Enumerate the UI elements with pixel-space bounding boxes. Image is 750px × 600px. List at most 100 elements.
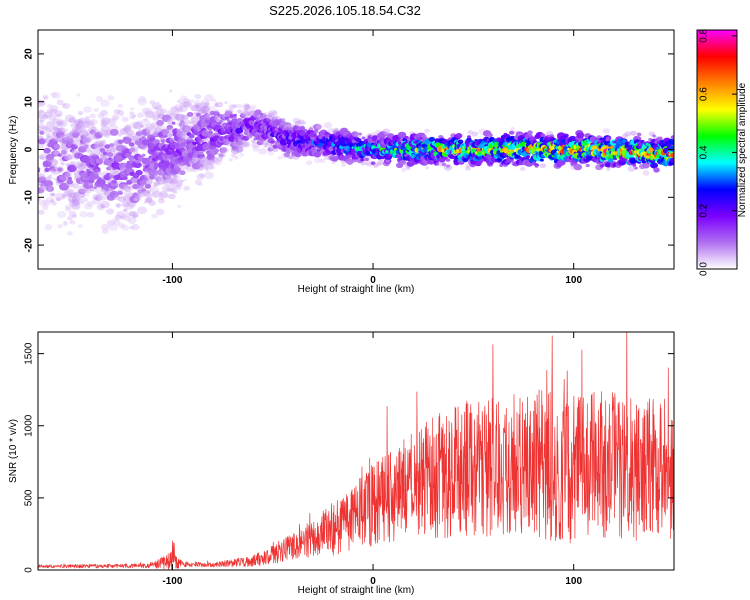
spectrogram-cell [465,163,471,168]
spectrogram-cell [180,179,184,183]
spectrogram-cell [143,118,148,122]
spectrogram-cell [90,118,98,125]
spectrogram-cell [520,166,526,172]
spectrogram-cell [166,110,174,116]
spectrogram-cell [281,118,286,122]
spectrogram-cell [256,112,261,116]
spectrogram-cell [194,93,202,100]
spectrogram-cell [59,146,69,154]
spectrogram-cell [163,178,174,187]
spectrogram-cell [422,152,427,156]
spectrogram-cell [358,132,363,136]
spectrogram-cell [67,176,73,181]
spectrogram-cell [133,121,143,130]
spectrogram-cell [91,126,97,131]
spectrogram-cell [111,179,117,184]
spectrogram-cell [116,211,125,218]
spectrogram-cell [84,118,93,126]
spectrogram-cell [61,193,67,198]
spectrogram-cell [46,120,55,128]
spectrogram-cell [578,132,585,137]
snr-y-tick-label: 1500 [24,342,35,365]
spectrogram-cell [258,148,268,155]
spectrogram-marks [38,89,674,236]
spectrogram-cell [146,196,153,201]
spectrogram-cell [141,136,146,140]
spectrogram-cell [48,174,53,178]
spectrogram-cell [42,125,49,130]
spectrogram-cell [228,109,234,114]
spectrogram-cell [266,111,275,117]
spectrogram-cell [180,120,185,124]
spectrogram-cell [154,162,160,167]
spectrogram-cell [146,180,151,184]
spectrogram-cell [132,213,139,218]
spectrogram-cell [120,215,127,220]
spectrogram-cell [217,151,227,159]
spectrogram-cell [165,188,171,193]
spectrogram-cell [92,197,102,205]
spectrogram-cell [144,123,155,131]
spectrogram-cell [114,214,122,220]
spectrogram-cell [77,224,83,229]
spectrogram-cell [89,129,96,135]
spectrogram-cell [138,185,143,189]
spectrogram-cell [65,132,75,140]
spectrogram-cell [92,168,102,176]
spectrogram-cell [471,131,479,137]
spectrogram-x-tick-label: 0 [370,275,376,286]
spectrogram-cell [93,141,99,146]
spectrogram-cell [198,151,204,156]
spectrogram-cell [38,153,48,161]
spectrogram-cell [75,120,85,128]
spectrogram-cell [85,147,92,153]
spectrogram-cell [197,153,205,159]
spectrogram-cell [135,131,143,137]
snr-y-tick-label: 0 [24,567,35,573]
spectrogram-cell [64,154,72,161]
spectrogram-cell [308,127,314,131]
spectrogram-cell [70,144,78,150]
spectrogram-cell [96,203,106,211]
spectrogram-cell [143,200,148,204]
snr-y-tick-label: 1000 [24,414,35,437]
spectrogram-cell [255,116,261,121]
spectrogram-cell [67,216,73,221]
spectrogram-cell [63,189,73,197]
spectrogram-cell [148,200,156,206]
spectrogram-cell [63,220,68,224]
spectrogram-cell [334,127,339,131]
spectrogram-cell [272,114,279,120]
spectrogram-cell [98,129,107,136]
spectrogram-cell [210,116,219,123]
colorbar-tick-label: 0.0 [699,262,710,276]
spectrogram-cell [38,171,41,177]
spectrogram-cell [139,184,145,189]
spectrogram-cell [79,211,88,218]
spectrogram-cell [74,197,83,204]
spectrogram-cell [79,122,88,130]
spectrogram-cell [196,108,201,112]
spectrogram-cell [55,131,65,139]
spectrogram-cell [129,111,135,116]
spectrogram-cell [455,133,463,139]
spectrogram-cell [99,153,109,161]
spectrogram-cell [117,139,124,144]
spectrogram-cell [627,165,636,172]
spectrogram-cell [235,146,243,153]
spectrogram-cell [331,161,336,165]
spectrogram-cell [104,134,110,139]
spectrogram-cell [43,138,48,142]
spectrogram-cell [428,136,436,142]
spectrogram-cell [360,160,367,166]
spectrogram-cell [83,144,89,149]
spectrogram-cell [179,131,186,137]
spectrogram-cell [167,187,172,191]
spectrogram-cell [96,193,101,197]
spectrogram-cell [126,128,134,135]
spectrogram-cell [156,113,162,118]
spectrogram-cell [313,123,322,130]
spectrogram-cell [196,159,207,167]
spectrogram-cell [397,141,402,145]
